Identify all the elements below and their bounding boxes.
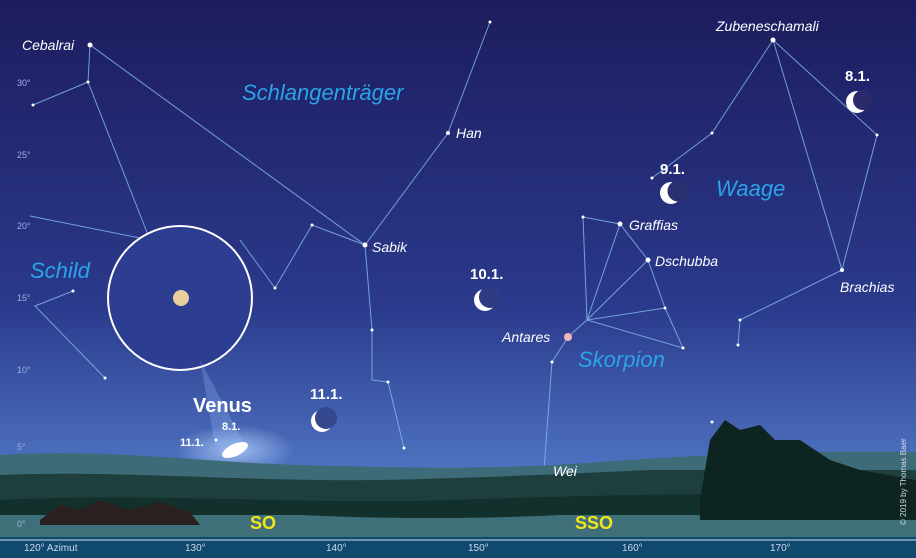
star-label: Han (456, 125, 482, 141)
constellation-label: Schlangenträger (242, 80, 405, 105)
venus-label: Venus (193, 395, 252, 417)
moon-date: 11.1. (310, 386, 343, 403)
azimuth-label: 140° (326, 543, 347, 554)
star-label: Sabik (372, 239, 408, 255)
constellation-label: Skorpion (578, 347, 665, 372)
venus-date: 8.1. (222, 421, 240, 433)
star-label: Antares (501, 329, 550, 345)
star-label: Wei (553, 463, 578, 479)
constellation-label: Schild (30, 258, 91, 283)
altitude-label: 30° (17, 78, 31, 88)
azimuth-label: 150° (468, 543, 489, 554)
venus-date: 11.1. (180, 437, 204, 449)
azimuth-label: 120° Azimut (24, 543, 78, 554)
sky-chart: Schlangenträger Schild Skorpion Waage Ce… (0, 0, 916, 558)
altitude-label: 10° (17, 365, 31, 375)
altitude-label: 25° (17, 150, 31, 160)
azimuth-label: 130° (185, 543, 206, 554)
moon-date: 9.1. (660, 161, 685, 178)
moon-date: 10.1. (470, 266, 503, 283)
azimuth-label: 160° (622, 543, 643, 554)
altitude-label: 5° (17, 442, 26, 452)
star-label: Cebalrai (22, 37, 75, 53)
star-label: Dschubba (655, 253, 718, 269)
direction-label: SO (250, 513, 276, 533)
star-label: Zubeneschamali (715, 18, 820, 34)
star-label: Graffias (629, 217, 678, 233)
altitude-label: 0° (17, 519, 26, 529)
credit: © 2019 by Thomas Baer (899, 438, 908, 525)
altitude-label: 20° (17, 221, 31, 231)
star-label: Brachias (840, 279, 894, 295)
direction-label: SSO (575, 513, 613, 533)
azimuth-label: 170° (770, 543, 791, 554)
altitude-label: 15° (17, 293, 31, 303)
moon-date: 8.1. (845, 68, 870, 85)
constellation-label: Waage (716, 176, 785, 201)
